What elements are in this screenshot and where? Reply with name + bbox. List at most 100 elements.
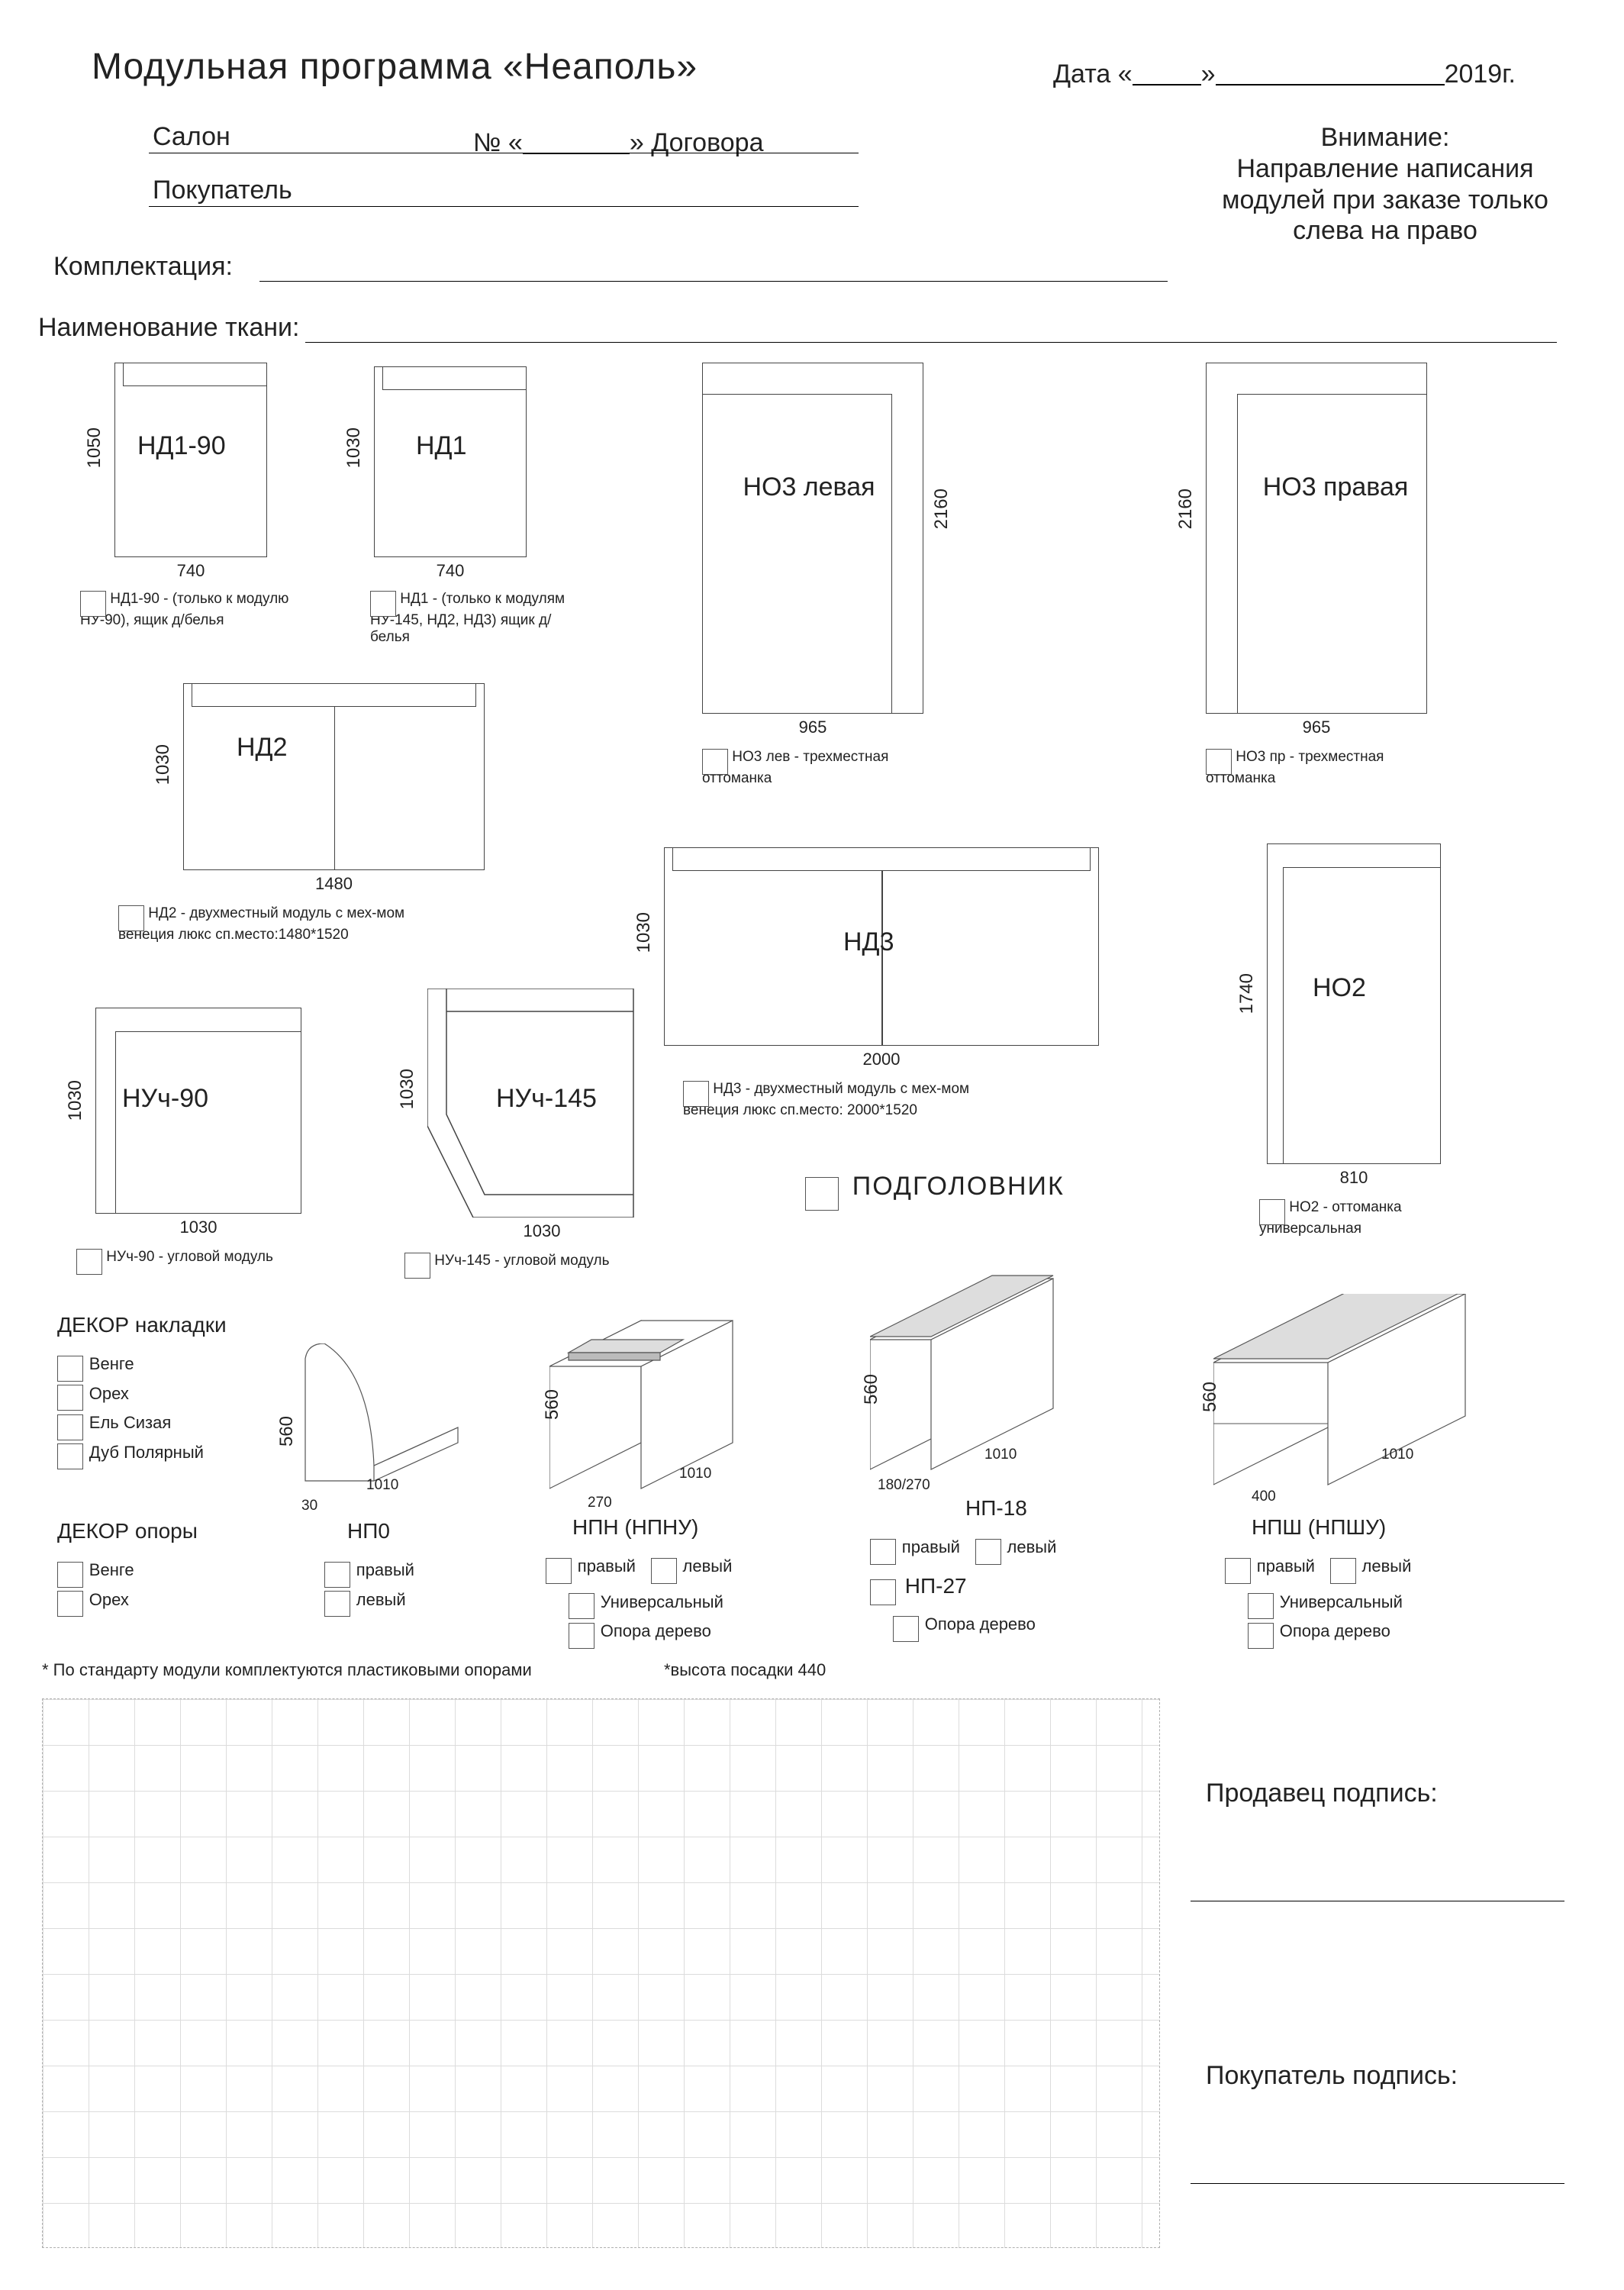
mod-nd3-note: НД3 - двухместный модуль с мех-мом венец… bbox=[683, 1076, 1011, 1119]
arm-np0-name: НП0 bbox=[347, 1519, 390, 1543]
mod-nd1-90-w: 740 bbox=[114, 561, 267, 581]
seat-note: *высота посадки 440 bbox=[664, 1660, 826, 1680]
mod-no3r-name: НО3 правая bbox=[1259, 473, 1412, 502]
mod-nuch145-w: 1030 bbox=[427, 1221, 656, 1241]
mod-no3r-h: 2160 bbox=[1175, 489, 1197, 529]
arm-np27-name: НП-27 bbox=[905, 1574, 967, 1598]
arm-npn-d: 270 bbox=[588, 1495, 612, 1511]
mod-nuch145-name: НУч-145 bbox=[496, 1084, 597, 1114]
mod-nd2-name: НД2 bbox=[237, 733, 288, 763]
standard-note: * По стандарту модули комплектуются плас… bbox=[42, 1660, 532, 1680]
attention-text: Направление написания модулей при заказе… bbox=[1221, 153, 1549, 247]
decor-nakladki-title: ДЕКОР накладки bbox=[57, 1313, 227, 1337]
mod-nuch90-w: 1030 bbox=[95, 1218, 301, 1237]
checkbox[interactable] bbox=[1248, 1593, 1274, 1619]
arm-np0-opts: правый левый bbox=[324, 1553, 414, 1615]
arm-np0-d: 30 bbox=[301, 1498, 317, 1514]
checkbox[interactable] bbox=[702, 749, 728, 775]
mod-nd2-note: НД2 - двухместный модуль с мех-мом венец… bbox=[118, 901, 446, 943]
decor-nakladki-opts: Венге Орех Ель Сизая Дуб Полярный bbox=[57, 1347, 204, 1468]
mod-nuch90-note: НУч-90 - угловой модуль bbox=[76, 1244, 305, 1270]
pod-row: ПОДГОЛОВНИК bbox=[805, 1172, 1065, 1206]
checkbox[interactable] bbox=[569, 1623, 594, 1649]
arm-npn-h: 560 bbox=[542, 1389, 563, 1420]
mod-no3l-name: НО3 левая bbox=[733, 473, 885, 502]
checkbox[interactable] bbox=[57, 1385, 83, 1411]
checkbox[interactable] bbox=[404, 1253, 430, 1279]
mod-no2-w: 810 bbox=[1267, 1168, 1441, 1188]
checkbox[interactable] bbox=[118, 905, 144, 931]
arm-np0-h: 560 bbox=[276, 1416, 298, 1447]
checkbox[interactable] bbox=[870, 1579, 896, 1605]
mod-nd1-w: 740 bbox=[374, 561, 527, 581]
checkbox[interactable] bbox=[1248, 1623, 1274, 1649]
arm-np0-w: 1010 bbox=[366, 1477, 398, 1494]
checkbox[interactable] bbox=[76, 1249, 102, 1275]
checkbox[interactable] bbox=[546, 1558, 572, 1584]
checkbox[interactable] bbox=[683, 1081, 709, 1107]
arm-np27-row: НП-27 bbox=[870, 1574, 967, 1601]
mod-nd3-name: НД3 bbox=[843, 927, 894, 957]
checkbox[interactable] bbox=[651, 1558, 677, 1584]
fabric-label: Наименование ткани: bbox=[38, 313, 299, 343]
arm-np18-h: 560 bbox=[861, 1374, 882, 1405]
checkbox[interactable] bbox=[80, 591, 106, 617]
decor-opory-opts: Венге Орех bbox=[57, 1553, 134, 1615]
arm-npn bbox=[549, 1313, 801, 1509]
checkbox[interactable] bbox=[1330, 1558, 1356, 1584]
date-row: Дата «»2019г. bbox=[1053, 53, 1516, 89]
arm-npsh-name: НПШ (НПШУ) bbox=[1252, 1515, 1386, 1540]
arm-np18-w: 1010 bbox=[984, 1447, 1017, 1463]
arm-np27-opts: Опора дерево bbox=[893, 1611, 1036, 1637]
checkbox[interactable] bbox=[1206, 749, 1232, 775]
arm-npsh bbox=[1213, 1294, 1503, 1505]
buyer-label: Покупатель bbox=[153, 176, 292, 205]
sketch-grid[interactable] bbox=[42, 1698, 1160, 2248]
mod-nuch90-name: НУч-90 bbox=[122, 1084, 208, 1114]
mod-nd1-note: НД1 - (только к модулям НУ-145, НД2, НД3… bbox=[370, 586, 584, 646]
mod-no3l bbox=[702, 363, 923, 714]
checkbox[interactable] bbox=[57, 1356, 83, 1382]
checkbox[interactable] bbox=[569, 1593, 594, 1619]
checkbox[interactable] bbox=[870, 1539, 896, 1565]
mod-nd2 bbox=[183, 683, 485, 870]
mod-nd1 bbox=[374, 366, 527, 557]
checkbox[interactable] bbox=[1225, 1558, 1251, 1584]
pod-label: ПОДГОЛОВНИК bbox=[852, 1172, 1065, 1201]
arm-npn-w: 1010 bbox=[679, 1466, 711, 1482]
arm-np18-opts: правый левый bbox=[870, 1530, 1145, 1563]
page-title: Модульная программа «Неаполь» bbox=[92, 46, 698, 88]
mod-nd1-90-note: НД1-90 - (только к модулю НУ-90), ящик д… bbox=[80, 586, 301, 629]
mod-nd1-90-name: НД1-90 bbox=[137, 431, 226, 461]
date-prefix: Дата « bbox=[1053, 60, 1133, 89]
mod-nd2-h: 1030 bbox=[153, 744, 174, 785]
komplekt-label: Комплектация: bbox=[53, 252, 233, 282]
checkbox[interactable] bbox=[57, 1443, 83, 1469]
checkbox[interactable] bbox=[975, 1539, 1001, 1565]
checkbox[interactable] bbox=[324, 1591, 350, 1617]
checkbox[interactable] bbox=[1259, 1199, 1285, 1225]
arm-npsh-opts: правый левый Универсальный Опора дерево bbox=[1225, 1550, 1515, 1647]
checkbox[interactable] bbox=[893, 1616, 919, 1642]
checkbox[interactable] bbox=[370, 591, 396, 617]
checkbox[interactable] bbox=[57, 1591, 83, 1617]
arm-npsh-h: 560 bbox=[1200, 1382, 1221, 1412]
checkbox[interactable] bbox=[57, 1562, 83, 1588]
arm-npn-name: НПН (НПНУ) bbox=[572, 1515, 698, 1540]
checkbox[interactable] bbox=[805, 1177, 839, 1211]
mod-no2 bbox=[1267, 843, 1441, 1164]
mod-nd3-h: 1030 bbox=[633, 912, 655, 953]
arm-npn-opts: правый левый Универсальный Опора дерево bbox=[546, 1550, 805, 1647]
salon-label: Салон bbox=[153, 122, 230, 152]
mod-no2-h: 1740 bbox=[1236, 973, 1258, 1014]
checkbox[interactable] bbox=[57, 1414, 83, 1440]
arm-npsh-d: 400 bbox=[1252, 1488, 1276, 1505]
mod-nd1-h: 1030 bbox=[343, 427, 365, 468]
decor-opory-title: ДЕКОР опоры bbox=[57, 1519, 198, 1543]
buyer-sig-label: Покупатель подпись: bbox=[1206, 2061, 1458, 2091]
attention-title: Внимание: bbox=[1221, 122, 1549, 153]
checkbox[interactable] bbox=[324, 1562, 350, 1588]
mod-nd3-w: 2000 bbox=[664, 1050, 1099, 1069]
date-year: 2019г. bbox=[1445, 60, 1516, 89]
mod-no3l-h: 2160 bbox=[931, 489, 952, 529]
